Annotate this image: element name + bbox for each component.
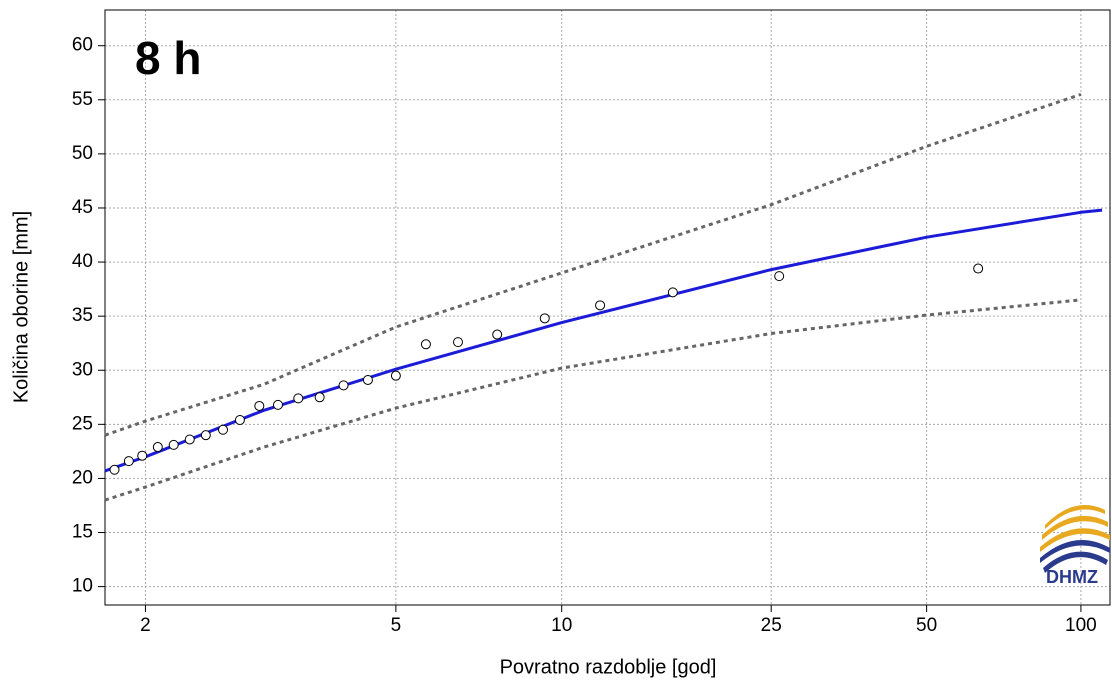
y-tick-label: 30	[72, 359, 93, 380]
data-point	[338, 380, 349, 391]
data-point	[973, 263, 984, 274]
y-tick-label: 15	[72, 522, 93, 543]
x-tick-label: 50	[916, 615, 937, 636]
data-point	[667, 287, 678, 298]
y-tick-label: 35	[72, 305, 93, 326]
data-point	[200, 430, 211, 441]
y-tick-label: 40	[72, 251, 93, 272]
data-point	[123, 456, 134, 467]
y-tick-label: 55	[72, 89, 93, 110]
y-tick-label: 20	[72, 467, 93, 488]
data-point	[254, 400, 265, 411]
x-tick-label: 25	[761, 615, 782, 636]
y-tick-label: 25	[72, 413, 93, 434]
curve	[104, 208, 1103, 473]
plot-frame	[104, 9, 1111, 606]
data-point	[168, 439, 179, 450]
data-point	[152, 442, 163, 453]
x-axis-label: Povratno razdoblje [god]	[500, 656, 717, 678]
x-tick-label: 100	[1065, 615, 1097, 636]
y-tick-label: 45	[72, 197, 93, 218]
x-tick-label: 10	[551, 615, 572, 636]
logo-text: DHMZ	[1046, 567, 1098, 587]
annotation: 8 h	[135, 32, 201, 84]
data-point	[293, 393, 304, 404]
grid	[105, 10, 1110, 605]
data-point	[218, 424, 229, 435]
x-tick-label: 5	[391, 615, 402, 636]
data-point	[234, 415, 245, 426]
y-axis-label: Količina oborine [mm]	[10, 211, 32, 403]
curve	[104, 298, 1082, 502]
curve	[104, 92, 1082, 437]
data-point	[137, 450, 148, 461]
data-point	[539, 313, 550, 324]
data-point	[420, 339, 431, 350]
data-point	[774, 271, 785, 282]
data-point	[109, 464, 120, 475]
x-tick-label: 2	[140, 615, 151, 636]
data-point	[390, 370, 401, 381]
y-tick-label: 60	[72, 35, 93, 56]
data-point	[452, 337, 463, 348]
data-point	[492, 329, 503, 340]
data-point	[314, 392, 325, 403]
data-point	[184, 434, 195, 445]
data-point	[362, 374, 373, 385]
data-point	[595, 300, 606, 311]
data-point	[272, 399, 283, 410]
y-tick-label: 50	[72, 143, 93, 164]
y-tick-label: 10	[72, 576, 93, 597]
logo: DHMZ	[1040, 505, 1110, 587]
